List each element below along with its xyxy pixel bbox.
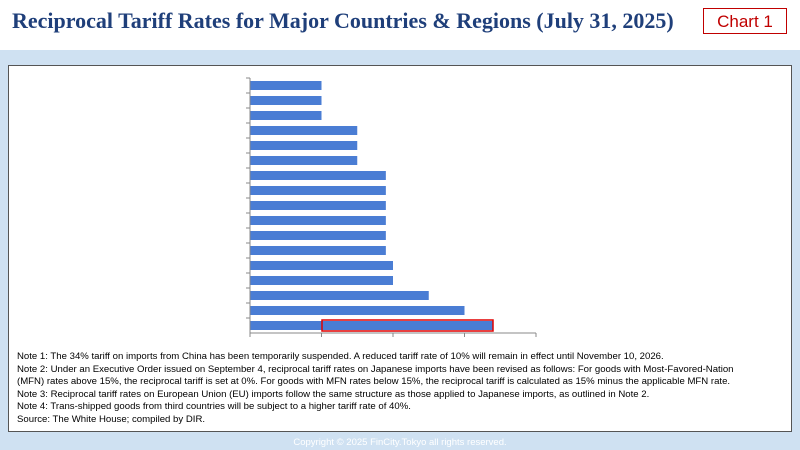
bar	[250, 156, 358, 165]
bar	[250, 111, 322, 120]
bar	[250, 126, 358, 135]
chart-tag: Chart 1	[703, 8, 787, 34]
note: Note 4: Trans-shipped goods from third c…	[17, 401, 411, 413]
footer: Copyright © 2025 FinCity.Tokyo all right…	[293, 437, 507, 448]
bar	[250, 201, 386, 210]
note: Note 3: Reciprocal tariff rates on Europ…	[17, 388, 650, 400]
bar	[250, 96, 322, 105]
bar	[250, 81, 322, 90]
bar	[250, 171, 386, 180]
bar	[250, 306, 465, 315]
bar	[250, 141, 358, 150]
highlight-box	[321, 319, 494, 332]
note: Source: The White House; compiled by DIR…	[17, 413, 206, 425]
chart-panel	[8, 65, 792, 432]
bar	[250, 291, 429, 300]
note: Note 2: Under an Executive Order issued …	[17, 363, 734, 375]
plot	[246, 77, 537, 337]
bar	[250, 261, 393, 270]
bar	[250, 186, 386, 195]
note: (MFN) rates above 15%, the reciprocal ta…	[17, 376, 731, 388]
page-title: Reciprocal Tariff Rates for Major Countr…	[12, 8, 674, 33]
bar	[250, 246, 386, 255]
note: Note 1: The 34% tariff on imports from C…	[17, 351, 664, 362]
bar	[250, 321, 494, 330]
bar	[250, 216, 386, 225]
notes: Note 1: The 34% tariff on imports from C…	[17, 351, 734, 427]
bar	[250, 231, 386, 240]
bar	[250, 276, 393, 285]
